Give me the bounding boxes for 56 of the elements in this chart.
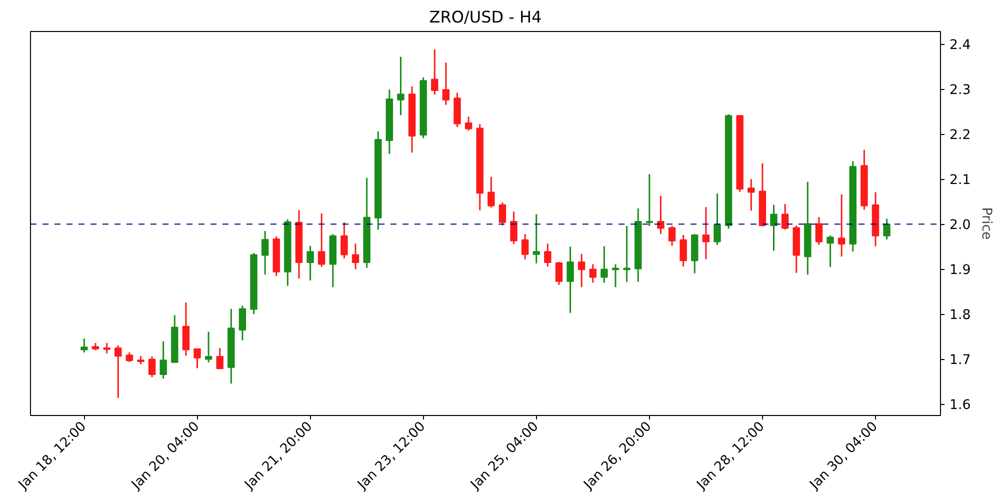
- candlestick: [464, 116, 472, 132]
- candlestick: [510, 210, 518, 245]
- candlestick: [748, 178, 755, 212]
- y-axis-title: Price: [978, 207, 994, 240]
- candlestick: [680, 234, 687, 268]
- candlestick: [182, 302, 190, 356]
- candlestick: [826, 234, 834, 268]
- candlestick: [815, 216, 823, 246]
- candlestick: [521, 233, 529, 260]
- candlestick: [103, 342, 110, 354]
- y-tick-label: 1.9: [950, 263, 971, 278]
- y-tick-label: 1.6: [950, 398, 971, 414]
- candlestick: [589, 263, 596, 284]
- candlestick: [702, 206, 710, 260]
- y-tick-label: 1.8: [950, 308, 971, 324]
- candlestick: [838, 194, 846, 258]
- candlestick: [340, 222, 348, 260]
- candlestick: [668, 225, 676, 247]
- candlestick: [261, 230, 269, 276]
- candlestick: [488, 176, 495, 208]
- candlestick: [714, 192, 721, 246]
- candlestick: [318, 212, 326, 268]
- candlestick: [498, 202, 506, 226]
- candlestick: [883, 218, 890, 240]
- y-tick-label: 2.4: [950, 38, 971, 54]
- chart-title: ZRO/USD - H4: [429, 8, 542, 26]
- candlestick: [204, 331, 212, 364]
- candlestick: [770, 204, 778, 252]
- candlestick: [397, 56, 404, 116]
- candlestick: [431, 48, 438, 96]
- candlestick: [657, 195, 664, 235]
- y-tick-label: 2.1: [950, 173, 971, 188]
- y-tick-label: 2.0: [950, 218, 971, 234]
- y-tick-label: 2.3: [950, 83, 971, 98]
- candlestick: [623, 225, 630, 283]
- candlestick: [566, 246, 574, 314]
- candlestick: [544, 242, 552, 268]
- candlestick: [646, 173, 654, 227]
- candlestick: [194, 348, 201, 369]
- candlestick: [578, 253, 586, 288]
- candlestick: [781, 203, 789, 230]
- candlestick: [216, 347, 224, 370]
- y-tick-label: 2.2: [950, 128, 971, 144]
- candlestick: [352, 242, 360, 270]
- candlestick: [442, 62, 450, 106]
- candlestick: [306, 245, 314, 282]
- candlestick: [238, 304, 246, 342]
- candlestick: [160, 340, 167, 380]
- candlestick: [126, 352, 134, 363]
- y-tick-label: 1.7: [950, 353, 971, 368]
- candlestick: [532, 214, 540, 264]
- candlestick: [555, 261, 563, 286]
- candlestick: [114, 344, 122, 399]
- candlestick: [600, 245, 608, 284]
- candlestick: [148, 356, 156, 378]
- candlestick: [80, 338, 88, 354]
